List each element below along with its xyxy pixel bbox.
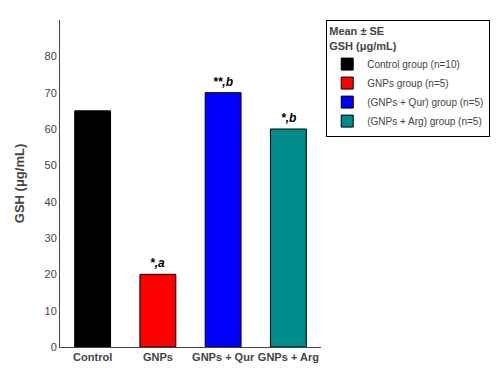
svg-text:50: 50 <box>45 159 57 171</box>
svg-text:60: 60 <box>45 123 57 135</box>
svg-text:40: 40 <box>45 196 57 208</box>
svg-text:20: 20 <box>45 268 57 280</box>
svg-text:GNPs group (n=5): GNPs group (n=5) <box>367 78 448 89</box>
svg-text:10: 10 <box>45 305 57 317</box>
svg-text:(GNPs + Arg) group (n=5): (GNPs + Arg) group (n=5) <box>367 116 482 127</box>
svg-text:Control: Control <box>73 351 112 363</box>
svg-text:*,a: *,a <box>150 256 165 270</box>
svg-text:Mean ± SEGSH (μg/mL): Mean ± SEGSH (μg/mL) <box>329 25 397 51</box>
svg-text:Control group (n=10): Control group (n=10) <box>367 59 460 70</box>
svg-text:GNPs: GNPs <box>143 351 173 363</box>
svg-text:GNPs + Arg: GNPs + Arg <box>258 351 319 363</box>
svg-text:GSH (μg/mL): GSH (μg/mL) <box>12 144 27 223</box>
svg-text:0: 0 <box>51 341 57 353</box>
svg-text:GNPs + Qur: GNPs + Qur <box>192 351 255 363</box>
svg-text:*,b: *,b <box>281 111 296 125</box>
svg-text:80: 80 <box>45 50 57 62</box>
svg-text:**,b: **,b <box>213 75 233 89</box>
svg-text:(GNPs + Qur) group (n=5): (GNPs + Qur) group (n=5) <box>367 97 483 108</box>
svg-text:70: 70 <box>45 87 57 99</box>
svg-text:30: 30 <box>45 232 57 244</box>
